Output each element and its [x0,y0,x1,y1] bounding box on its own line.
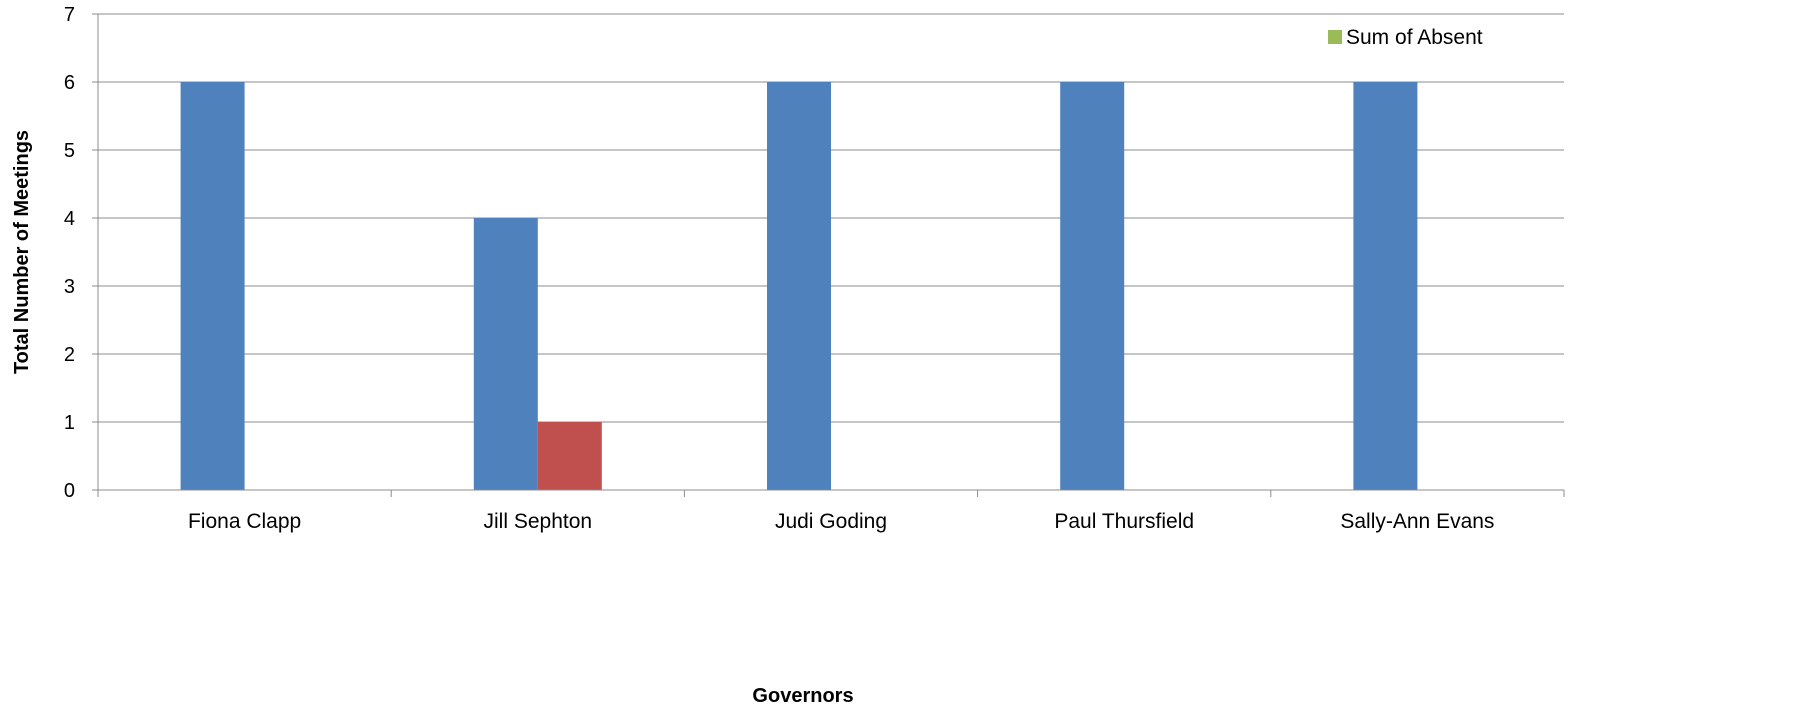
y-tick-label: 0 [64,480,75,502]
y-tick-label: 2 [64,344,75,366]
legend-swatch [1328,30,1342,44]
y-tick-label: 3 [64,276,75,298]
bar-fiona-clapp-series-1 [180,82,245,490]
legend-label: Sum of Absent [1346,26,1483,49]
x-tick-label: Paul Thursfield [1054,510,1194,533]
bar-judi-goding-series-1 [767,82,831,490]
x-tick-label: Sally-Ann Evans [1340,510,1494,533]
bar-jill-sephton-series-2 [537,422,602,490]
y-tick-label: 7 [64,4,75,26]
y-tick-label: 1 [64,412,75,434]
x-tick-label: Judi Goding [775,510,887,533]
bar-jill-sephton-series-1 [473,218,538,490]
x-tick-label: Jill Sephton [484,510,593,533]
bar-paul-thursfield-series-1 [1060,82,1125,490]
bar-sally-ann-evans-series-1 [1353,82,1418,490]
y-tick-label: 5 [64,140,75,162]
bars [180,82,1418,490]
tick-labels: 0 1 2 3 4 5 6 7 Fiona Clapp Jill Sephton Judi Godi… [64,4,1495,533]
axes [92,13,1565,497]
y-axis-title: Total Number of Meetings [11,130,33,374]
y-tick-label: 4 [64,208,75,230]
x-tick-label: Fiona Clapp [188,510,301,533]
legend: Sum of Absent [1328,26,1483,49]
y-tick-label: 6 [64,72,75,94]
x-axis-title: Governors [752,685,853,707]
